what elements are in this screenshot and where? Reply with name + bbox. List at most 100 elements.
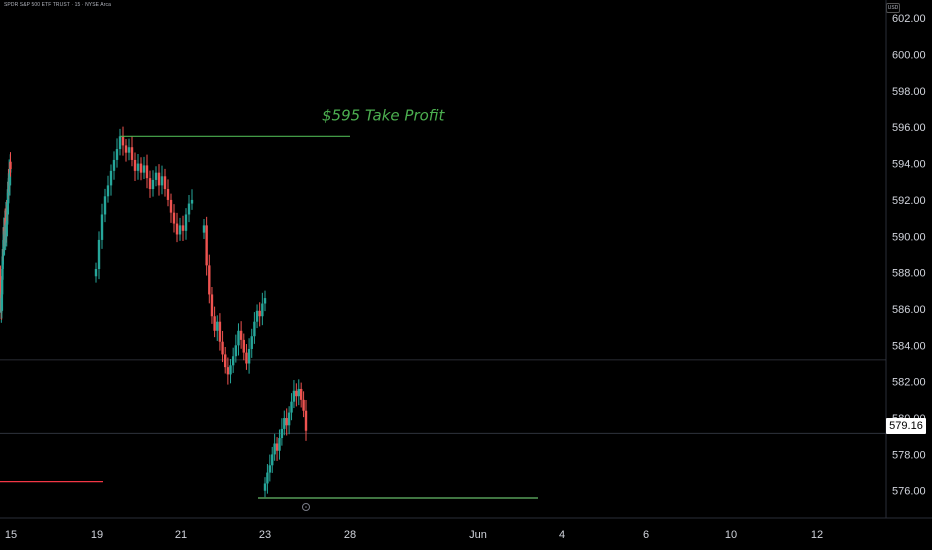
candle-body — [221, 341, 224, 355]
candle-body — [224, 354, 227, 368]
candle-body — [285, 418, 288, 426]
candle-body — [148, 178, 152, 190]
candles — [0, 126, 308, 498]
price-lines — [0, 359, 886, 434]
price-tick-label: 584.00 — [892, 340, 926, 352]
candle-body — [278, 438, 281, 451]
candle-body — [103, 196, 107, 215]
time-tick-label: Jun — [469, 529, 487, 541]
candle-body — [175, 223, 179, 235]
candle-body — [124, 145, 128, 153]
candle-body — [145, 165, 149, 179]
candle-body — [187, 203, 191, 215]
time-tick-label: 4 — [559, 529, 565, 541]
candle-body — [250, 336, 253, 349]
candle-body — [184, 214, 188, 231]
candle-body — [229, 365, 232, 375]
price-axis: 602.00 600.00 598.00 596.00 594.00 592.00 590.… — [892, 13, 926, 498]
candle-body — [280, 428, 284, 439]
time-tick-label: 23 — [259, 529, 271, 541]
candle-body — [297, 388, 300, 397]
candle-body — [263, 298, 267, 304]
candle-body — [208, 265, 211, 295]
candle-body — [115, 149, 119, 160]
time-tick-label: 21 — [175, 529, 187, 541]
candle-body — [290, 401, 293, 413]
price-tick-label: 588.00 — [892, 268, 926, 280]
candle-body — [109, 170, 113, 186]
candle-body — [157, 172, 161, 186]
candle-body — [239, 330, 243, 340]
candle-body — [151, 179, 155, 190]
candle-body — [295, 390, 298, 397]
candle-body — [160, 176, 164, 186]
candle-body — [242, 339, 245, 353]
candle-body — [178, 225, 182, 235]
candle-body — [304, 410, 308, 431]
price-tick-label: 586.00 — [892, 304, 926, 316]
price-tick-label: 592.00 — [892, 195, 926, 207]
price-tick-label: 582.00 — [892, 377, 926, 389]
candle-body — [100, 214, 104, 240]
candle-body — [234, 345, 238, 357]
candle-body — [181, 225, 185, 231]
candle-body — [118, 136, 122, 150]
candle-body — [275, 443, 279, 451]
candle-body — [205, 225, 208, 266]
time-tick-label: 19 — [91, 529, 103, 541]
candle-body — [226, 367, 230, 375]
candle-body — [136, 163, 140, 171]
candle-body — [94, 268, 98, 277]
candle-body — [106, 185, 110, 197]
candle-body — [9, 161, 12, 170]
time-tick-label: 15 — [5, 529, 17, 541]
candle-body — [273, 443, 276, 455]
candle-body — [163, 176, 167, 190]
candle-body — [213, 316, 216, 331]
candle-body — [169, 199, 173, 213]
candle-body — [216, 321, 219, 331]
price-tick-label: 590.00 — [892, 231, 926, 243]
price-tick-label: 602.00 — [892, 13, 926, 25]
price-tick-label: 594.00 — [892, 159, 926, 171]
event-marker-icon — [302, 503, 310, 511]
price-tick-label: 600.00 — [892, 50, 926, 62]
candle-body — [299, 388, 303, 400]
candle-body — [253, 321, 256, 337]
current-price-badge: 579.16 — [886, 418, 926, 434]
horizontal-lines: $595 Take Profit — [0, 106, 538, 499]
candle-body — [142, 165, 146, 173]
candle-body — [154, 172, 158, 180]
candle-body — [172, 212, 176, 224]
candle-body — [210, 294, 214, 317]
candle-body — [166, 189, 170, 200]
time-axis: 15 19 21 23 28 Jun 4 6 10 12 — [5, 529, 823, 541]
candle-body — [0, 294, 4, 311]
candle-body — [283, 418, 286, 429]
time-tick-label: 10 — [725, 529, 737, 541]
chart-symbol-title: SPDR S&P 500 ETF TRUST · 15 · NYSE Arca — [4, 2, 111, 8]
candle-body — [112, 159, 116, 171]
price-tick-label: 596.00 — [892, 122, 926, 134]
candle-body — [190, 199, 194, 204]
candle-body — [139, 163, 143, 173]
candle-body — [287, 412, 291, 426]
time-tick-label: 12 — [811, 529, 823, 541]
candle-body — [247, 348, 251, 364]
candle-body — [268, 465, 272, 473]
candle-body — [266, 472, 269, 484]
candle-body — [127, 147, 131, 153]
candle-body — [202, 225, 206, 233]
take-profit-label: $595 Take Profit — [322, 106, 445, 124]
candle-body — [121, 136, 125, 146]
time-tick-label: 6 — [643, 529, 649, 541]
price-tick-label: 578.00 — [892, 449, 926, 461]
candle-body — [231, 356, 235, 366]
candle-body — [97, 239, 101, 269]
candle-body — [255, 310, 259, 322]
candle-body — [218, 321, 222, 342]
candle-body — [271, 454, 274, 466]
price-tick-label: 598.00 — [892, 86, 926, 98]
candle-body — [261, 303, 264, 317]
